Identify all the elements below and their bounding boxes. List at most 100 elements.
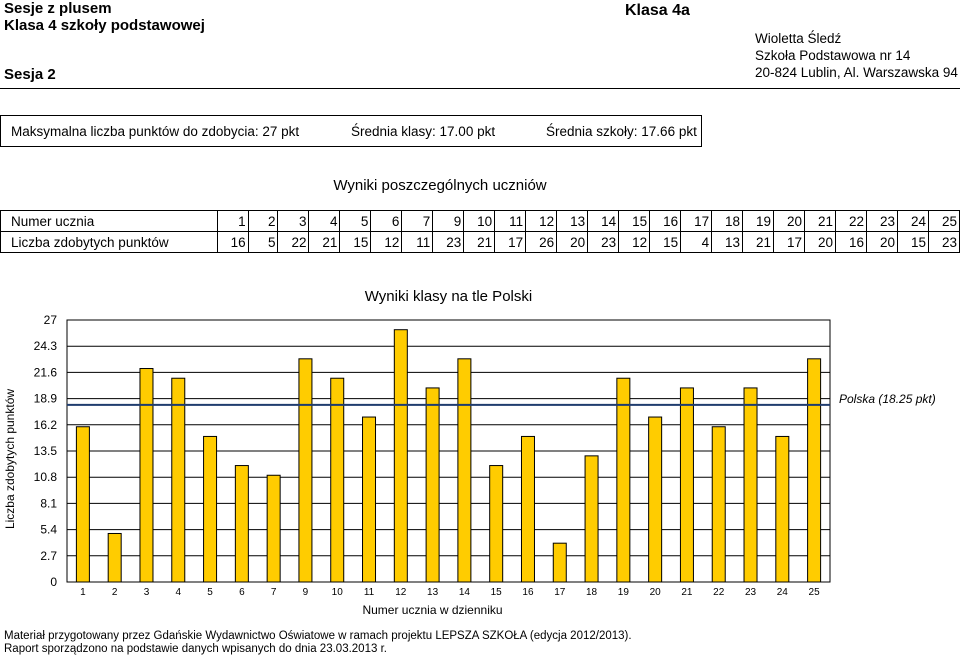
bar [520, 435, 535, 583]
points-cell: 13 [711, 231, 744, 253]
x-tick-label: 24 [777, 587, 789, 598]
student-number-cell: 1 [216, 210, 249, 232]
points-cell: 23 [927, 231, 960, 253]
x-tick-label: 17 [554, 587, 566, 598]
footer: Materiał przygotowany przez Gdańskie Wyd… [4, 630, 632, 656]
points-cell: 21 [463, 231, 496, 253]
x-tick-label: 7 [271, 587, 277, 598]
student-number-cell: 22 [835, 210, 868, 232]
class-average: Średnia klasy: 17.00 pkt [351, 124, 496, 139]
x-tick-label: 23 [745, 587, 757, 598]
bar [330, 377, 345, 583]
student-number-cell: 24 [897, 210, 929, 232]
y-tick-label: 10.8 [34, 470, 58, 484]
student-number-cell: 10 [463, 210, 496, 232]
points-cell: 26 [525, 231, 558, 253]
bar [775, 435, 790, 583]
stats-box: Maksymalna liczba punktów do zdobycia: 2… [0, 115, 702, 147]
student-number-cell: 20 [773, 210, 806, 232]
x-tick-label: 11 [364, 587, 375, 598]
y-tick-label: 0 [50, 575, 57, 589]
x-tick-label: 5 [207, 587, 213, 598]
points-cell: 23 [587, 231, 620, 253]
poland-average-label: Polska (18.25 pkt) [839, 392, 936, 406]
x-tick-label: 16 [522, 587, 534, 598]
bar [679, 387, 694, 583]
points-cell: 5 [247, 231, 279, 253]
student-number-cell: 15 [618, 210, 651, 232]
student-number-cell: 11 [494, 210, 527, 232]
bar [552, 542, 567, 583]
x-tick-label: 13 [427, 587, 439, 598]
x-tick-label: 6 [239, 587, 245, 598]
footer-line-2: Raport sporządzono na podstawie danych w… [4, 643, 387, 655]
bar [616, 377, 631, 583]
student-number-cell: 18 [711, 210, 744, 232]
student-number-cell: 5 [339, 210, 372, 232]
points-cell: 16 [216, 231, 249, 253]
bar [362, 416, 377, 583]
points-cell: 16 [835, 231, 868, 253]
student-number-cell: 23 [866, 210, 898, 232]
bar [711, 426, 726, 583]
points-cell: 21 [742, 231, 775, 253]
class-results-chart: Wyniki klasy na tle Polski 0 2.7 5.4 8.1 10.8… [3, 288, 936, 617]
student-number-cell: 16 [649, 210, 682, 232]
y-tick-label: 2.7 [40, 549, 57, 563]
points-row: Liczba zdobytych punktów 16 5 22 21 15 12 11 23… [0, 231, 960, 253]
points-cell: 11 [401, 231, 434, 253]
student-number-cell: 2 [247, 210, 279, 232]
plot-frame [66, 319, 831, 583]
bar [743, 387, 758, 583]
bar [807, 358, 822, 583]
bar [107, 532, 122, 583]
school-name: Szkoła Podstawowa nr 14 [755, 48, 911, 63]
x-tick-label: 15 [491, 587, 503, 598]
x-tick-label: 1 [80, 587, 86, 598]
y-tick-label: 21.6 [34, 365, 58, 379]
bar [489, 465, 504, 583]
x-tick-label: 14 [459, 587, 471, 598]
student-number-cell: 9 [432, 210, 465, 232]
bar [171, 377, 186, 583]
points-cell: 17 [494, 231, 527, 253]
y-axis-label: Liczba zdobytych punktów [3, 389, 17, 529]
x-tick-label: 2 [112, 587, 118, 598]
points-cell: 4 [680, 231, 713, 253]
points-cell: 15 [339, 231, 372, 253]
y-tick-label: 8.1 [40, 496, 57, 510]
student-number-cell: 25 [927, 210, 960, 232]
x-tick-label: 20 [650, 587, 662, 598]
student-number-cell: 17 [680, 210, 713, 232]
student-number-cell: 14 [587, 210, 620, 232]
bar [584, 455, 599, 583]
student-number-cell: 4 [308, 210, 341, 232]
student-number-cell: 19 [742, 210, 775, 232]
x-tick-label: 25 [809, 587, 821, 598]
bar [298, 358, 313, 583]
points-cell: 21 [308, 231, 341, 253]
student-number-cell: 6 [370, 210, 403, 232]
points-cell: 12 [618, 231, 651, 253]
bar [203, 435, 218, 583]
row-label-student-number: Numer ucznia [0, 210, 218, 232]
class-name: Klasa 4a [625, 2, 690, 19]
x-tick-label: 4 [175, 587, 181, 598]
results-table: Numer ucznia 1 2 3 4 5 6 7 9 10 11 12 13 14 15 16 17 18 1… [0, 210, 960, 253]
student-number-row: Numer ucznia 1 2 3 4 5 6 7 9 10 11 12 13 14 15 16 17 18 1… [0, 210, 960, 232]
points-cell: 23 [432, 231, 465, 253]
bar [75, 426, 90, 583]
x-tick-label: 19 [618, 587, 630, 598]
bar [393, 329, 408, 583]
results-title: Wyniki poszczególnych uczniów [333, 177, 547, 194]
row-label-points: Liczba zdobytych punktów [0, 231, 218, 253]
bar [648, 416, 663, 583]
x-tick-label: 22 [713, 587, 725, 598]
session-label: Sesja 2 [4, 66, 56, 83]
footer-line-1: Materiał przygotowany przez Gdańskie Wyd… [4, 630, 632, 642]
max-points: Maksymalna liczba punktów do zdobycia: 2… [11, 124, 300, 139]
bar [457, 358, 472, 583]
student-number-cell: 7 [401, 210, 434, 232]
chart-title: Wyniki klasy na tle Polski [365, 288, 532, 305]
school-average: Średnia szkoły: 17.66 pkt [546, 124, 697, 139]
